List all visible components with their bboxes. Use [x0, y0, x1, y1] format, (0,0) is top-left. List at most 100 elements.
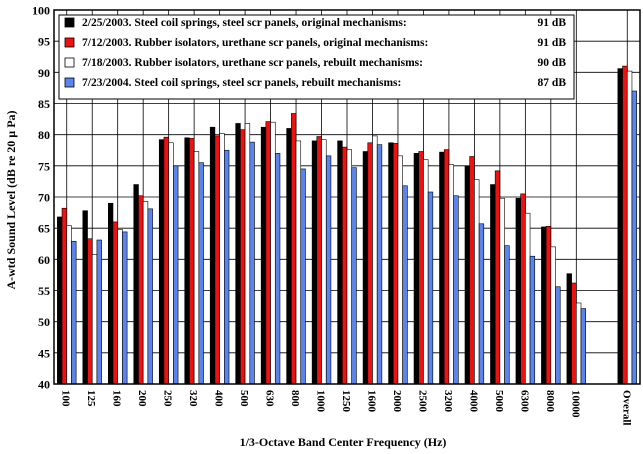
bar-series-3-overall	[626, 70, 633, 385]
bar-series-1-4000	[464, 165, 470, 385]
bar-series-2-630	[265, 121, 271, 385]
x-tick-label: 320	[187, 390, 199, 407]
bar-series-4-2500	[427, 191, 434, 385]
bar-series-4-400	[224, 149, 230, 385]
y-tick-label: 100	[32, 4, 50, 18]
bar-series-2-2000	[392, 143, 399, 385]
bar-series-1-500	[235, 123, 241, 385]
y-tick-label: 45	[38, 346, 50, 360]
legend: 2/25/2003. Steel coil springs, steel scr…	[58, 14, 575, 100]
bar-series-4-200	[147, 208, 153, 385]
y-tick-label: 70	[38, 191, 50, 205]
bar-series-4-1600	[376, 144, 383, 385]
bar-series-2-1250	[341, 146, 348, 385]
bar-series-3-1600	[372, 135, 378, 385]
bar-series-2-2500	[418, 151, 424, 385]
legend-label: 2/25/2003. Steel coil springs, steel scr…	[82, 17, 407, 29]
bar-series-3-1250	[346, 149, 352, 385]
bar-series-3-250	[168, 142, 174, 385]
bar-series-2-1000	[316, 136, 322, 385]
bar-series-4-5000	[504, 245, 510, 385]
bar-series-2-1600	[367, 142, 373, 385]
bar-series-2-5000	[494, 170, 501, 385]
x-tick-label: 125	[85, 390, 97, 407]
bar-series-3-3200	[448, 164, 454, 385]
bar-series-2-8000	[545, 225, 552, 385]
bar-series-3-800	[295, 140, 302, 385]
bar-series-1-1250	[337, 140, 343, 385]
bar-series-4-500	[249, 141, 255, 385]
y-tick-label: 55	[38, 284, 50, 298]
legend-overall-value: 90 dB	[538, 57, 567, 69]
bar-series-1-320	[184, 137, 190, 385]
bar-series-1-1000	[311, 140, 318, 385]
x-tick-label: 630	[264, 390, 276, 407]
bar-series-4-800	[300, 168, 306, 385]
x-tick-label: 10000	[569, 390, 581, 418]
legend-swatch	[64, 17, 75, 28]
legend-swatch	[64, 37, 75, 48]
bar-series-4-320	[198, 162, 204, 385]
bar-series-2-800	[291, 113, 297, 385]
x-tick-label: 500	[238, 390, 250, 407]
bar-series-2-500	[240, 129, 246, 385]
bar-series-1-6300	[515, 197, 521, 385]
bar-series-2-400	[214, 135, 220, 385]
y-tick-label: 60	[38, 253, 50, 267]
bar-series-3-500	[244, 123, 251, 385]
bar-series-4-6300	[529, 255, 536, 385]
bar-series-1-250	[158, 139, 165, 385]
x-tick-label: 250	[162, 390, 174, 407]
bar-series-2-4000	[469, 156, 475, 385]
bar-series-1-1600	[362, 151, 369, 385]
bar-series-1-160	[107, 202, 114, 385]
bar-series-3-1000	[321, 139, 327, 385]
x-tick-label: 400	[213, 390, 225, 407]
bar-series-3-320	[193, 151, 200, 385]
legend-overall-value: 87 dB	[538, 77, 567, 89]
bar-series-4-8000	[555, 286, 561, 385]
bar-series-1-100	[57, 216, 63, 385]
bar-series-2-250	[163, 136, 169, 385]
bar-series-1-200	[133, 184, 139, 385]
bar-series-3-2500	[423, 159, 429, 385]
bar-series-1-2500	[413, 153, 420, 385]
x-tick-label: 2500	[416, 390, 428, 413]
bar-series-1-630	[260, 126, 267, 385]
legend-overall-value: 91 dB	[538, 37, 567, 49]
bar-series-3-630	[270, 121, 276, 385]
y-tick-labels: 40 45 50 55 60 65 70 75 80 85 90 95 100	[32, 4, 50, 392]
bar-series-3-4000	[474, 179, 480, 385]
y-tick-label: 50	[38, 315, 50, 329]
bar-series-4-100	[71, 240, 77, 385]
legend-swatch	[64, 77, 75, 88]
bar-series-1-5000	[490, 184, 496, 385]
bar-series-4-250	[173, 165, 179, 385]
bar-series-4-1250	[351, 167, 357, 385]
y-tick-label: 75	[38, 159, 50, 173]
bar-series-3-160	[117, 229, 123, 385]
bar-series-3-2000	[397, 155, 403, 385]
x-tick-label: 200	[136, 390, 148, 407]
x-tick-label: Overall	[620, 390, 632, 425]
bar-series-3-6300	[525, 212, 531, 385]
legend-label: 7/18/2003. Rubber isolators, urethane sc…	[82, 57, 423, 69]
bar-series-2-200	[138, 195, 144, 385]
legend-overall-value: 91 dB	[538, 17, 567, 29]
bar-series-2-overall	[622, 65, 628, 385]
plot-frame	[53, 9, 641, 385]
bar-series-1-10000	[566, 273, 572, 385]
bar-series-1-8000	[541, 226, 547, 385]
y-tick-label: 80	[38, 128, 50, 142]
x-tick-label: 1600	[365, 390, 377, 413]
x-tick-label: 2000	[391, 390, 403, 413]
y-axis-title: A-wtd Sound Level (dB re 20 µ Pa)	[4, 110, 18, 289]
bar-series-3-200	[142, 201, 149, 385]
y-tick-label: 85	[38, 97, 50, 111]
bar-series-2-125	[87, 238, 93, 385]
bar-series-4-2000	[402, 185, 408, 385]
bar-series-1-2000	[388, 142, 394, 385]
x-tick-label: 160	[111, 390, 123, 407]
bar-series-4-3200	[453, 195, 459, 385]
bar-series-3-125	[91, 254, 98, 385]
